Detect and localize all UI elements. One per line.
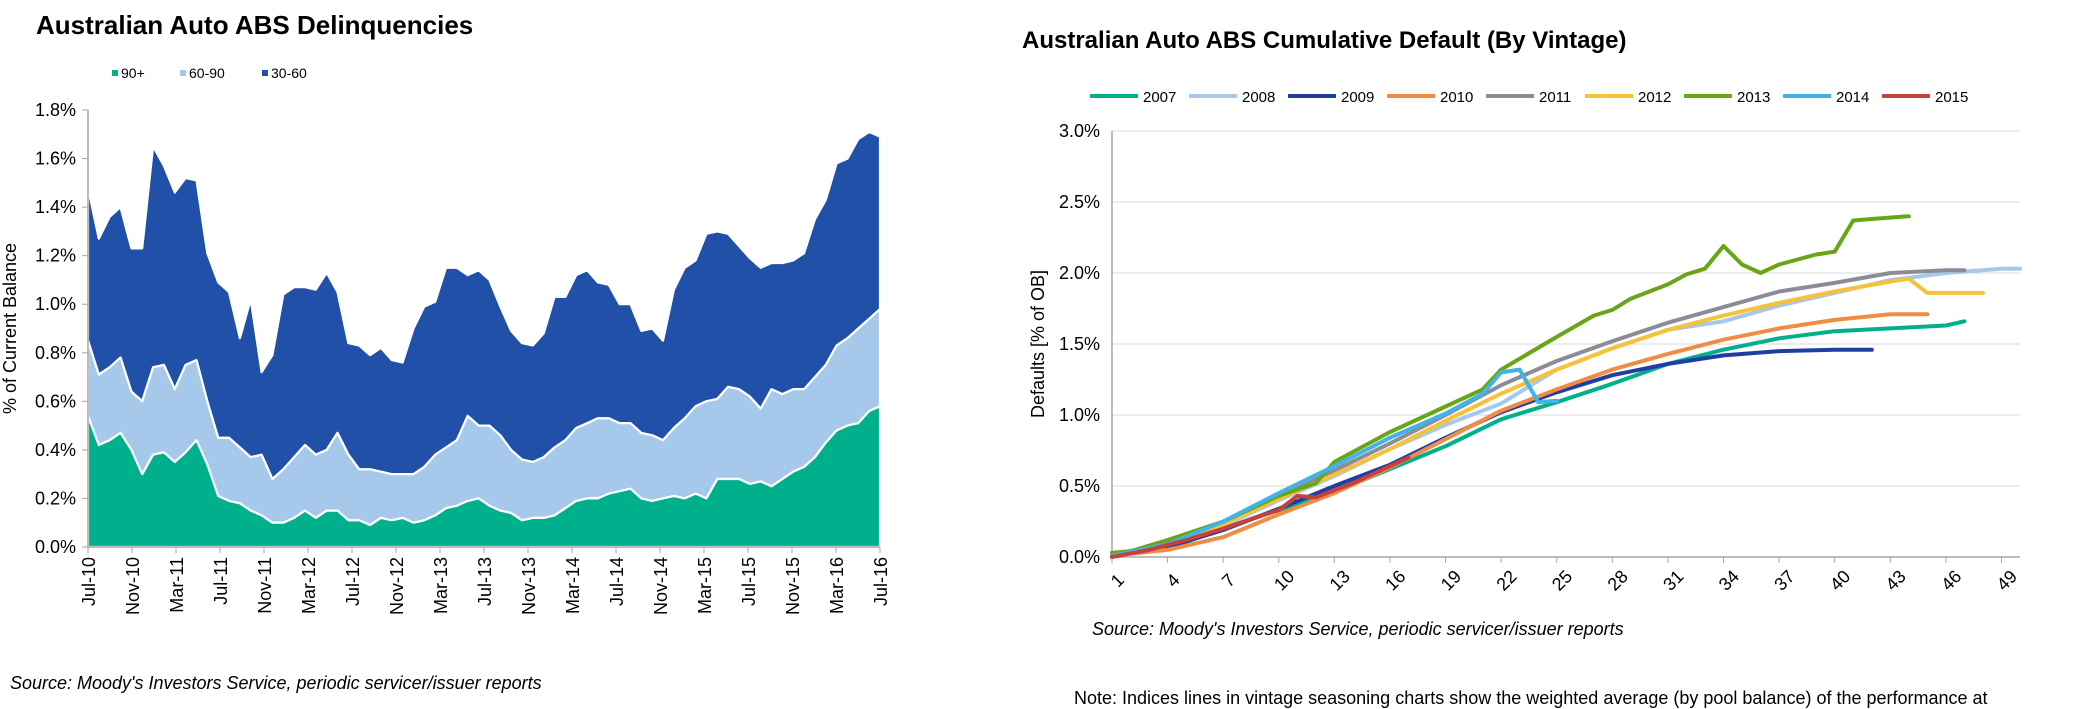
x-tick-label: Jul-12 bbox=[343, 557, 363, 606]
legend-swatch bbox=[112, 70, 118, 76]
legend-swatch bbox=[180, 70, 186, 76]
x-tick-label: 34 bbox=[1715, 566, 1743, 594]
legend-label: 30-60 bbox=[271, 65, 307, 81]
delinquencies-source-note: Source: Moody's Investors Service, perio… bbox=[10, 673, 542, 693]
x-tick-label: 43 bbox=[1882, 566, 1910, 594]
y-tick-label: 0.2% bbox=[35, 488, 76, 508]
line-series-2014 bbox=[1110, 367, 1559, 558]
x-tick-label: 4 bbox=[1162, 570, 1183, 591]
legend-label: 60-90 bbox=[189, 65, 225, 81]
line-series-2010 bbox=[1110, 312, 1930, 558]
legend-label: 2008 bbox=[1242, 89, 1275, 106]
legend-label: 2014 bbox=[1836, 89, 1869, 106]
x-tick-label: Jul-11 bbox=[211, 557, 231, 605]
x-tick-label: 16 bbox=[1381, 566, 1409, 594]
y-tick-label: 0.0% bbox=[1059, 547, 1100, 567]
line-series-2013 bbox=[1110, 214, 1911, 555]
x-tick-label: 28 bbox=[1604, 566, 1632, 594]
legend-label: 90+ bbox=[121, 65, 145, 81]
x-tick-label: 40 bbox=[1826, 566, 1854, 594]
delinquencies-chart: 0.0% 0.2% 0.4% 0.6% 0.8% 1.0% 1.2% 1.4% 1.6% 1.8%… bbox=[0, 65, 891, 615]
y-tick-label: 2.0% bbox=[1059, 263, 1100, 283]
x-tick-label: Jul-16 bbox=[871, 557, 891, 606]
x-tick-label: Mar-13 bbox=[431, 557, 451, 614]
y-axis-title: % of Current Balance bbox=[0, 243, 20, 414]
x-tick-label: Nov-12 bbox=[387, 557, 407, 615]
x-tick-label: 37 bbox=[1770, 566, 1798, 594]
y-tick-label: 0.4% bbox=[35, 440, 76, 460]
x-tick-label: 19 bbox=[1437, 566, 1465, 594]
x-tick-label: Jul-15 bbox=[739, 557, 759, 606]
legend-label: 2009 bbox=[1341, 89, 1374, 106]
legend-swatch bbox=[262, 70, 268, 76]
legend-label: 2015 bbox=[1935, 89, 1968, 106]
cumulative-default-chart: 0.0% 0.5% 1.0% 1.5% 2.0% 2.5% 3.0% 1 4 7 10 13 16 19 2… bbox=[1028, 89, 2022, 595]
line-series-2012 bbox=[1110, 276, 1985, 557]
y-axis-title: Defaults [% of OB] bbox=[1028, 270, 1048, 418]
legend-label: 2012 bbox=[1638, 89, 1671, 106]
x-tick-label: 25 bbox=[1548, 566, 1576, 594]
x-tick-label: Nov-11 bbox=[255, 557, 275, 614]
x-tick-label: Jul-13 bbox=[475, 557, 495, 606]
legend-label: 2010 bbox=[1440, 89, 1473, 106]
y-tick-label: 0.5% bbox=[1059, 476, 1100, 496]
x-tick-label: 46 bbox=[1937, 566, 1965, 594]
y-tick-label: 0.8% bbox=[35, 343, 76, 363]
x-tick-label: 13 bbox=[1326, 566, 1354, 594]
y-tick-label: 1.5% bbox=[1059, 334, 1100, 354]
x-tick-label: 7 bbox=[1218, 570, 1239, 591]
legend-label: 2013 bbox=[1737, 89, 1770, 106]
x-tick-label: 22 bbox=[1492, 566, 1520, 594]
line-series-2015 bbox=[1110, 455, 1411, 559]
x-tick-label: 49 bbox=[1993, 566, 2021, 594]
x-tick-label: Nov-14 bbox=[651, 557, 671, 615]
x-tick-label: Nov-13 bbox=[519, 557, 539, 615]
legend-label: 2011 bbox=[1539, 89, 1571, 106]
cumulative-default-chart-title: Australian Auto ABS Cumulative Default (… bbox=[1022, 27, 1627, 54]
legend-label: 2007 bbox=[1143, 89, 1176, 106]
y-tick-label: 1.2% bbox=[35, 246, 76, 266]
y-tick-label: 3.0% bbox=[1059, 121, 1100, 141]
x-tick-label: Mar-12 bbox=[299, 557, 319, 614]
y-tick-label: 1.4% bbox=[35, 197, 76, 217]
x-tick-label: Jul-14 bbox=[607, 557, 627, 606]
x-tick-label: Mar-15 bbox=[695, 557, 715, 614]
x-tick-label: Mar-14 bbox=[563, 557, 583, 614]
cumulative-default-source-note: Source: Moody's Investors Service, perio… bbox=[1092, 619, 1624, 639]
x-tick-label: 31 bbox=[1659, 566, 1687, 594]
x-tick-label: Nov-10 bbox=[123, 557, 143, 615]
x-tick-label: Mar-16 bbox=[827, 557, 847, 614]
y-tick-label: 1.8% bbox=[35, 100, 76, 120]
y-tick-label: 1.6% bbox=[35, 149, 76, 169]
x-tick-label: 10 bbox=[1270, 566, 1298, 594]
vintage-note: Note: Indices lines in vintage seasoning… bbox=[1074, 688, 1988, 708]
x-tick-label: Nov-15 bbox=[783, 557, 803, 615]
y-tick-label: 1.0% bbox=[35, 294, 76, 314]
y-tick-label: 1.0% bbox=[1059, 405, 1100, 425]
x-tick-label: 1 bbox=[1107, 570, 1128, 591]
y-tick-label: 2.5% bbox=[1059, 192, 1100, 212]
y-tick-label: 0.6% bbox=[35, 391, 76, 411]
delinquencies-chart-title: Australian Auto ABS Delinquencies bbox=[36, 10, 474, 40]
x-tick-label: Jul-10 bbox=[79, 557, 99, 606]
x-tick-label: Mar-11 bbox=[167, 557, 187, 613]
y-tick-label: 0.0% bbox=[35, 537, 76, 557]
